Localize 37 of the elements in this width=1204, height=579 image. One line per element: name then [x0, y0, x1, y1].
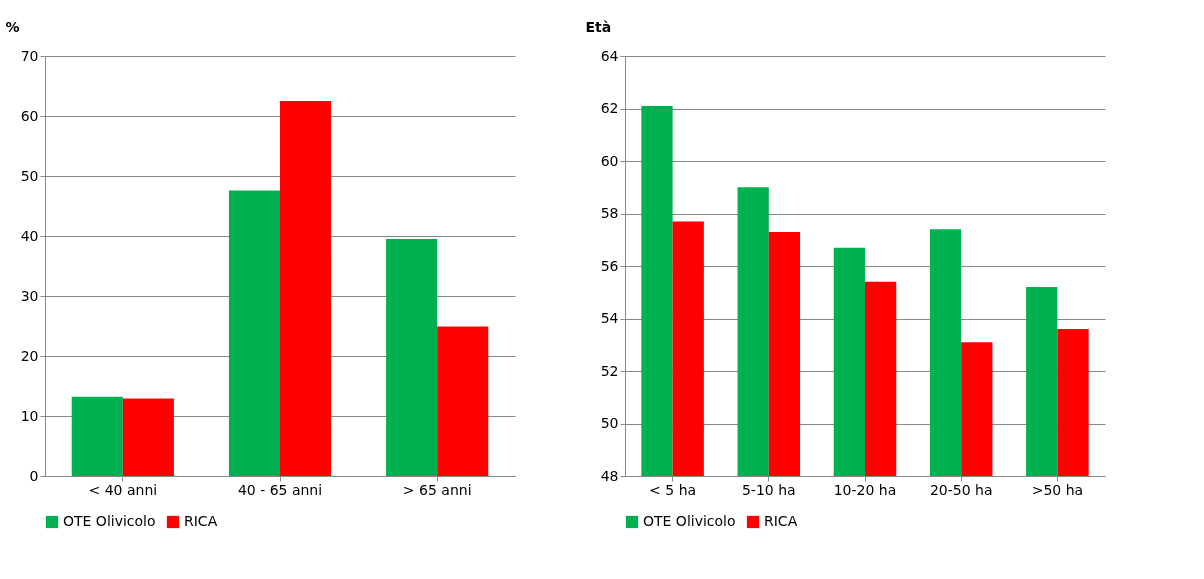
- y-tick-label: 56: [600, 257, 619, 274]
- y-tick-label: 70: [20, 47, 39, 64]
- y-tick-label: 64: [600, 47, 619, 64]
- y-tick-label: 50: [20, 167, 39, 184]
- x-tick-label: 5-10 ha: [741, 481, 796, 498]
- y-tick-label: 60: [600, 152, 619, 169]
- x-tick-label: 40 - 65 anni: [237, 481, 323, 498]
- x-tick-label: >50 ha: [1031, 481, 1084, 498]
- bar: [437, 326, 489, 476]
- bar: [386, 239, 438, 476]
- x-tick-label: > 65 anni: [402, 481, 472, 498]
- y-tick-label: 0: [29, 467, 39, 484]
- y-tick-label: 50: [600, 415, 619, 431]
- y-tick-label: 10: [20, 407, 39, 424]
- y-axis-title: Età: [585, 18, 612, 35]
- y-tick-label: 60: [20, 107, 39, 124]
- x-tick-label: 20-50 ha: [929, 481, 993, 498]
- bar: [122, 398, 174, 476]
- legend-label: RICA: [184, 513, 218, 529]
- bar: [71, 396, 123, 476]
- x-tick-label: < 40 anni: [88, 481, 158, 498]
- bar: [280, 101, 332, 476]
- legend-label: RICA: [764, 513, 798, 529]
- y-tick-label: 62: [600, 100, 619, 116]
- y-axis-title: %: [5, 18, 20, 35]
- bar: [228, 190, 280, 476]
- x-tick-label: < 5 ha: [649, 481, 697, 498]
- y-tick-label: 52: [600, 362, 619, 379]
- y-tick-label: 40: [20, 227, 39, 244]
- legend-label: OTE Olivicolo: [63, 513, 156, 529]
- y-tick-label: 54: [600, 310, 619, 326]
- y-tick-label: 20: [20, 347, 39, 364]
- y-tick-label: 30: [20, 287, 39, 304]
- legend-label: OTE Olivicolo: [643, 513, 736, 529]
- y-tick-label: 58: [600, 205, 619, 221]
- y-tick-label: 48: [600, 467, 619, 484]
- x-tick-label: 10-20 ha: [833, 481, 897, 498]
